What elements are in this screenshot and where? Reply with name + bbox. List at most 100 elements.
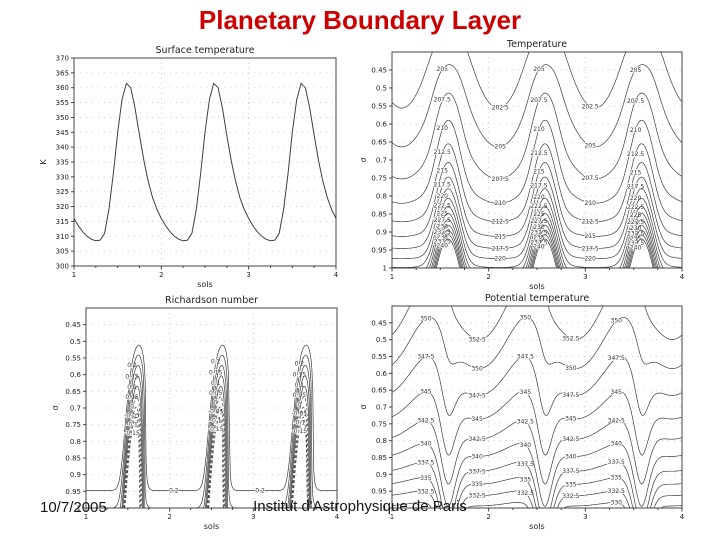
contour-label: 335 bbox=[420, 475, 432, 482]
contour-label: 342.5 bbox=[468, 436, 485, 443]
contour-label: 240 bbox=[437, 243, 449, 250]
contour-label: 217.5 bbox=[434, 182, 451, 189]
contour-label: 345 bbox=[565, 416, 577, 423]
contour-label: -0.15 bbox=[124, 430, 140, 437]
contour-label: 340 bbox=[420, 441, 432, 448]
contour-label: 337.5 bbox=[468, 468, 485, 475]
contour-label: 212.5 bbox=[434, 149, 451, 156]
contour-label: 202.5 bbox=[582, 103, 599, 110]
temperature-ylabel: σ bbox=[359, 157, 368, 162]
x-tick-label: 2 bbox=[486, 273, 490, 281]
y-tick-label: 0.55 bbox=[371, 103, 387, 111]
contour-label: 225 bbox=[630, 212, 642, 219]
x-tick-label: 1 bbox=[390, 273, 394, 281]
y-tick-label: 0.5 bbox=[70, 338, 81, 346]
y-tick-label: 0.45 bbox=[371, 67, 387, 75]
y-tick-label: 0.65 bbox=[371, 387, 387, 395]
y-tick-label: 0.8 bbox=[376, 437, 387, 445]
contour-label: 0.05 bbox=[125, 394, 139, 401]
y-tick-label: 0.6 bbox=[376, 121, 388, 129]
x-tick-label: 1 bbox=[72, 271, 76, 279]
contour-label: 212.5 bbox=[530, 150, 547, 157]
y-tick-label: 365 bbox=[56, 69, 69, 77]
y-tick-label: 0.5 bbox=[376, 336, 387, 344]
grid bbox=[392, 306, 682, 508]
contour-label: 347.5 bbox=[608, 355, 625, 362]
richardson-number-title: Richardson number bbox=[165, 295, 258, 306]
grid bbox=[74, 58, 336, 266]
contour-label: 0.2 bbox=[211, 359, 221, 366]
y-tick-label: 310 bbox=[56, 233, 69, 241]
plot-surface-temperature: 300 305 310 315 320 325 330 335 340 345 350 355 360 3… bbox=[38, 42, 346, 294]
contour-label: 340 bbox=[520, 442, 532, 449]
y-tick-label: 0.95 bbox=[371, 247, 387, 255]
contour-label: 332.5 bbox=[608, 488, 625, 495]
contour-label: 210 bbox=[495, 200, 507, 207]
y-tick-label: 360 bbox=[56, 84, 69, 92]
y-tick-label: 0.8 bbox=[376, 193, 387, 201]
y-tick-label: 0.6 bbox=[70, 371, 82, 379]
contour-label: 237.5 bbox=[530, 239, 547, 246]
contour-label: 240 bbox=[533, 244, 545, 251]
contour-label: -0.05 bbox=[208, 409, 224, 416]
x-tick-label: 3 bbox=[583, 273, 587, 281]
contour-label: 335 bbox=[471, 481, 483, 488]
contour-label: 202.5 bbox=[492, 105, 509, 112]
temperature-canvas: 202.5 202.5 205 205 205 205 205 207.5 207.5 207.5… bbox=[359, 39, 685, 290]
contour-label: 215 bbox=[495, 233, 507, 240]
contour-label: 222.5 bbox=[627, 204, 644, 211]
figure-2x2-plots: 300 305 310 315 320 325 330 335 340 345 350 355 360 3… bbox=[0, 36, 720, 540]
y-tick-label: 315 bbox=[56, 218, 69, 226]
contour-label: 340 bbox=[565, 453, 577, 460]
contour-label: 337.5 bbox=[417, 459, 434, 466]
contour-label: 212.5 bbox=[627, 151, 644, 158]
contour-label: 212.5 bbox=[492, 219, 509, 226]
surface-temperature-curve bbox=[73, 82, 337, 242]
y-tick-label: 0.65 bbox=[65, 388, 81, 396]
x-tick-label: 3 bbox=[583, 513, 587, 521]
contour-label: 0.1 bbox=[295, 382, 305, 389]
contour-label: 235 bbox=[533, 235, 545, 242]
y-tick-label: 0.95 bbox=[371, 488, 387, 496]
contour-label: 0 bbox=[214, 399, 218, 406]
contour-label: 352.5 bbox=[468, 336, 485, 343]
contour-label: 340 bbox=[471, 453, 483, 460]
contour-label: 347.5 bbox=[417, 353, 434, 360]
x-tick-label: 3 bbox=[251, 513, 255, 521]
contour-label: 0.2 bbox=[295, 360, 305, 367]
plot-potential-temperature: 330 332.5 332.5 332.5 332.5 332.5 335 335 335 335… bbox=[358, 290, 690, 538]
contour-label: 342.5 bbox=[608, 417, 625, 424]
plot-richardson-number: 0.2 0.2 0.2 0.2 0.2 0.15 0.15 0.15 0.1 0.1 0.1 0.05… bbox=[38, 292, 346, 538]
contour-label: 210 bbox=[630, 127, 642, 134]
contour-label: 0.15 bbox=[293, 371, 307, 378]
contour-label: 227.5 bbox=[627, 219, 644, 226]
contour-label: 237.5 bbox=[434, 238, 451, 245]
contour-label: 232.5 bbox=[530, 230, 547, 237]
y-tick-label: 0.75 bbox=[65, 421, 81, 429]
contour-label: -0.05 bbox=[124, 413, 140, 420]
contour-label: 222.5 bbox=[434, 202, 451, 209]
contour-label: 345 bbox=[471, 416, 483, 423]
footer-credit: Institut d'Astrophysique de Paris bbox=[253, 498, 467, 515]
contour-label: 0.2 bbox=[169, 488, 179, 495]
y-tick-label: 0.55 bbox=[371, 353, 387, 361]
contour-label: -0.1 bbox=[126, 422, 138, 429]
contour-label: 345 bbox=[520, 389, 532, 396]
contour-label: 342.5 bbox=[417, 417, 434, 424]
surface-temperature-title: Surface temperature bbox=[156, 45, 255, 56]
contour-label: 350 bbox=[471, 365, 483, 372]
contour-label: 217.5 bbox=[530, 182, 547, 189]
y-tick-label: 0.55 bbox=[65, 355, 81, 363]
surface-temperature-canvas: 300 305 310 315 320 325 330 335 340 345 350 355 360 3… bbox=[39, 45, 339, 289]
contour-label: 235 bbox=[437, 234, 449, 241]
temperature-xlabel: sols bbox=[529, 282, 544, 290]
contour-label: 0.2 bbox=[127, 362, 137, 369]
contour-label: 217.5 bbox=[582, 245, 599, 252]
contour-label: 230 bbox=[533, 224, 545, 231]
y-tick-label: 1 bbox=[77, 505, 81, 513]
surface-temperature-data bbox=[73, 82, 337, 242]
footer-date: 10/7/2005 bbox=[40, 499, 107, 516]
contour-label: 205 bbox=[533, 66, 545, 73]
contour-label: 215 bbox=[533, 168, 545, 175]
